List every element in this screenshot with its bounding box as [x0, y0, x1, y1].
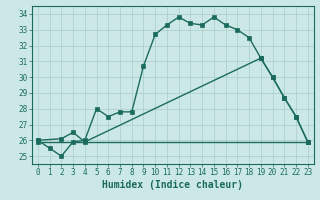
X-axis label: Humidex (Indice chaleur): Humidex (Indice chaleur)	[102, 180, 243, 190]
